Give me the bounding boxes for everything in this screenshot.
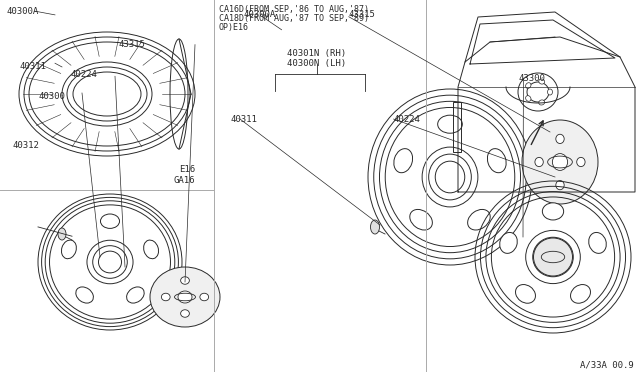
Bar: [453, 102, 461, 152]
Ellipse shape: [200, 293, 209, 301]
Text: 40311: 40311: [19, 62, 46, 71]
Text: CA18D(FROM AUG,'87 TO SEP,'89): CA18D(FROM AUG,'87 TO SEP,'89): [219, 14, 369, 23]
Text: E16: E16: [179, 165, 195, 174]
Ellipse shape: [552, 154, 568, 170]
Text: 40300: 40300: [38, 92, 65, 101]
Ellipse shape: [534, 238, 573, 276]
Text: A/33A 00.9: A/33A 00.9: [580, 360, 634, 369]
Ellipse shape: [100, 214, 120, 228]
Ellipse shape: [535, 157, 543, 167]
Text: 40300A: 40300A: [6, 7, 38, 16]
Text: 43315: 43315: [118, 40, 145, 49]
Ellipse shape: [61, 240, 76, 259]
Ellipse shape: [178, 291, 192, 303]
Text: 40224: 40224: [70, 70, 97, 79]
Ellipse shape: [468, 209, 490, 230]
Ellipse shape: [500, 232, 517, 253]
Ellipse shape: [150, 267, 220, 327]
Ellipse shape: [515, 285, 536, 303]
Ellipse shape: [58, 228, 66, 240]
Text: 40301N (RH): 40301N (RH): [287, 49, 346, 58]
Text: OP)E16: OP)E16: [219, 23, 249, 32]
Ellipse shape: [180, 310, 189, 317]
Ellipse shape: [161, 293, 170, 301]
Ellipse shape: [488, 149, 506, 173]
Text: 43300: 43300: [518, 74, 545, 83]
Ellipse shape: [539, 100, 545, 105]
Ellipse shape: [547, 89, 552, 95]
Ellipse shape: [143, 240, 159, 259]
Ellipse shape: [556, 134, 564, 144]
Text: CA16D(FROM SEP,'86 TO AUG,'87): CA16D(FROM SEP,'86 TO AUG,'87): [219, 5, 369, 14]
Ellipse shape: [76, 287, 93, 303]
Ellipse shape: [539, 79, 545, 84]
Ellipse shape: [542, 203, 564, 220]
Ellipse shape: [438, 115, 462, 133]
Ellipse shape: [127, 287, 144, 303]
Text: 40300N (LH): 40300N (LH): [287, 59, 346, 68]
Ellipse shape: [570, 285, 591, 303]
Text: 40312: 40312: [13, 141, 40, 150]
Text: 40300A: 40300A: [243, 10, 275, 19]
Text: 40224: 40224: [394, 115, 420, 124]
Text: GA16: GA16: [173, 176, 195, 185]
Ellipse shape: [410, 209, 433, 230]
Text: 40311: 40311: [230, 115, 257, 124]
Text: 43315: 43315: [349, 10, 376, 19]
Ellipse shape: [394, 149, 413, 173]
Ellipse shape: [577, 157, 585, 167]
Ellipse shape: [525, 83, 531, 89]
Ellipse shape: [522, 120, 598, 204]
Ellipse shape: [180, 277, 189, 284]
Ellipse shape: [556, 180, 564, 190]
Ellipse shape: [371, 220, 380, 234]
Ellipse shape: [525, 96, 531, 101]
Ellipse shape: [589, 232, 606, 253]
